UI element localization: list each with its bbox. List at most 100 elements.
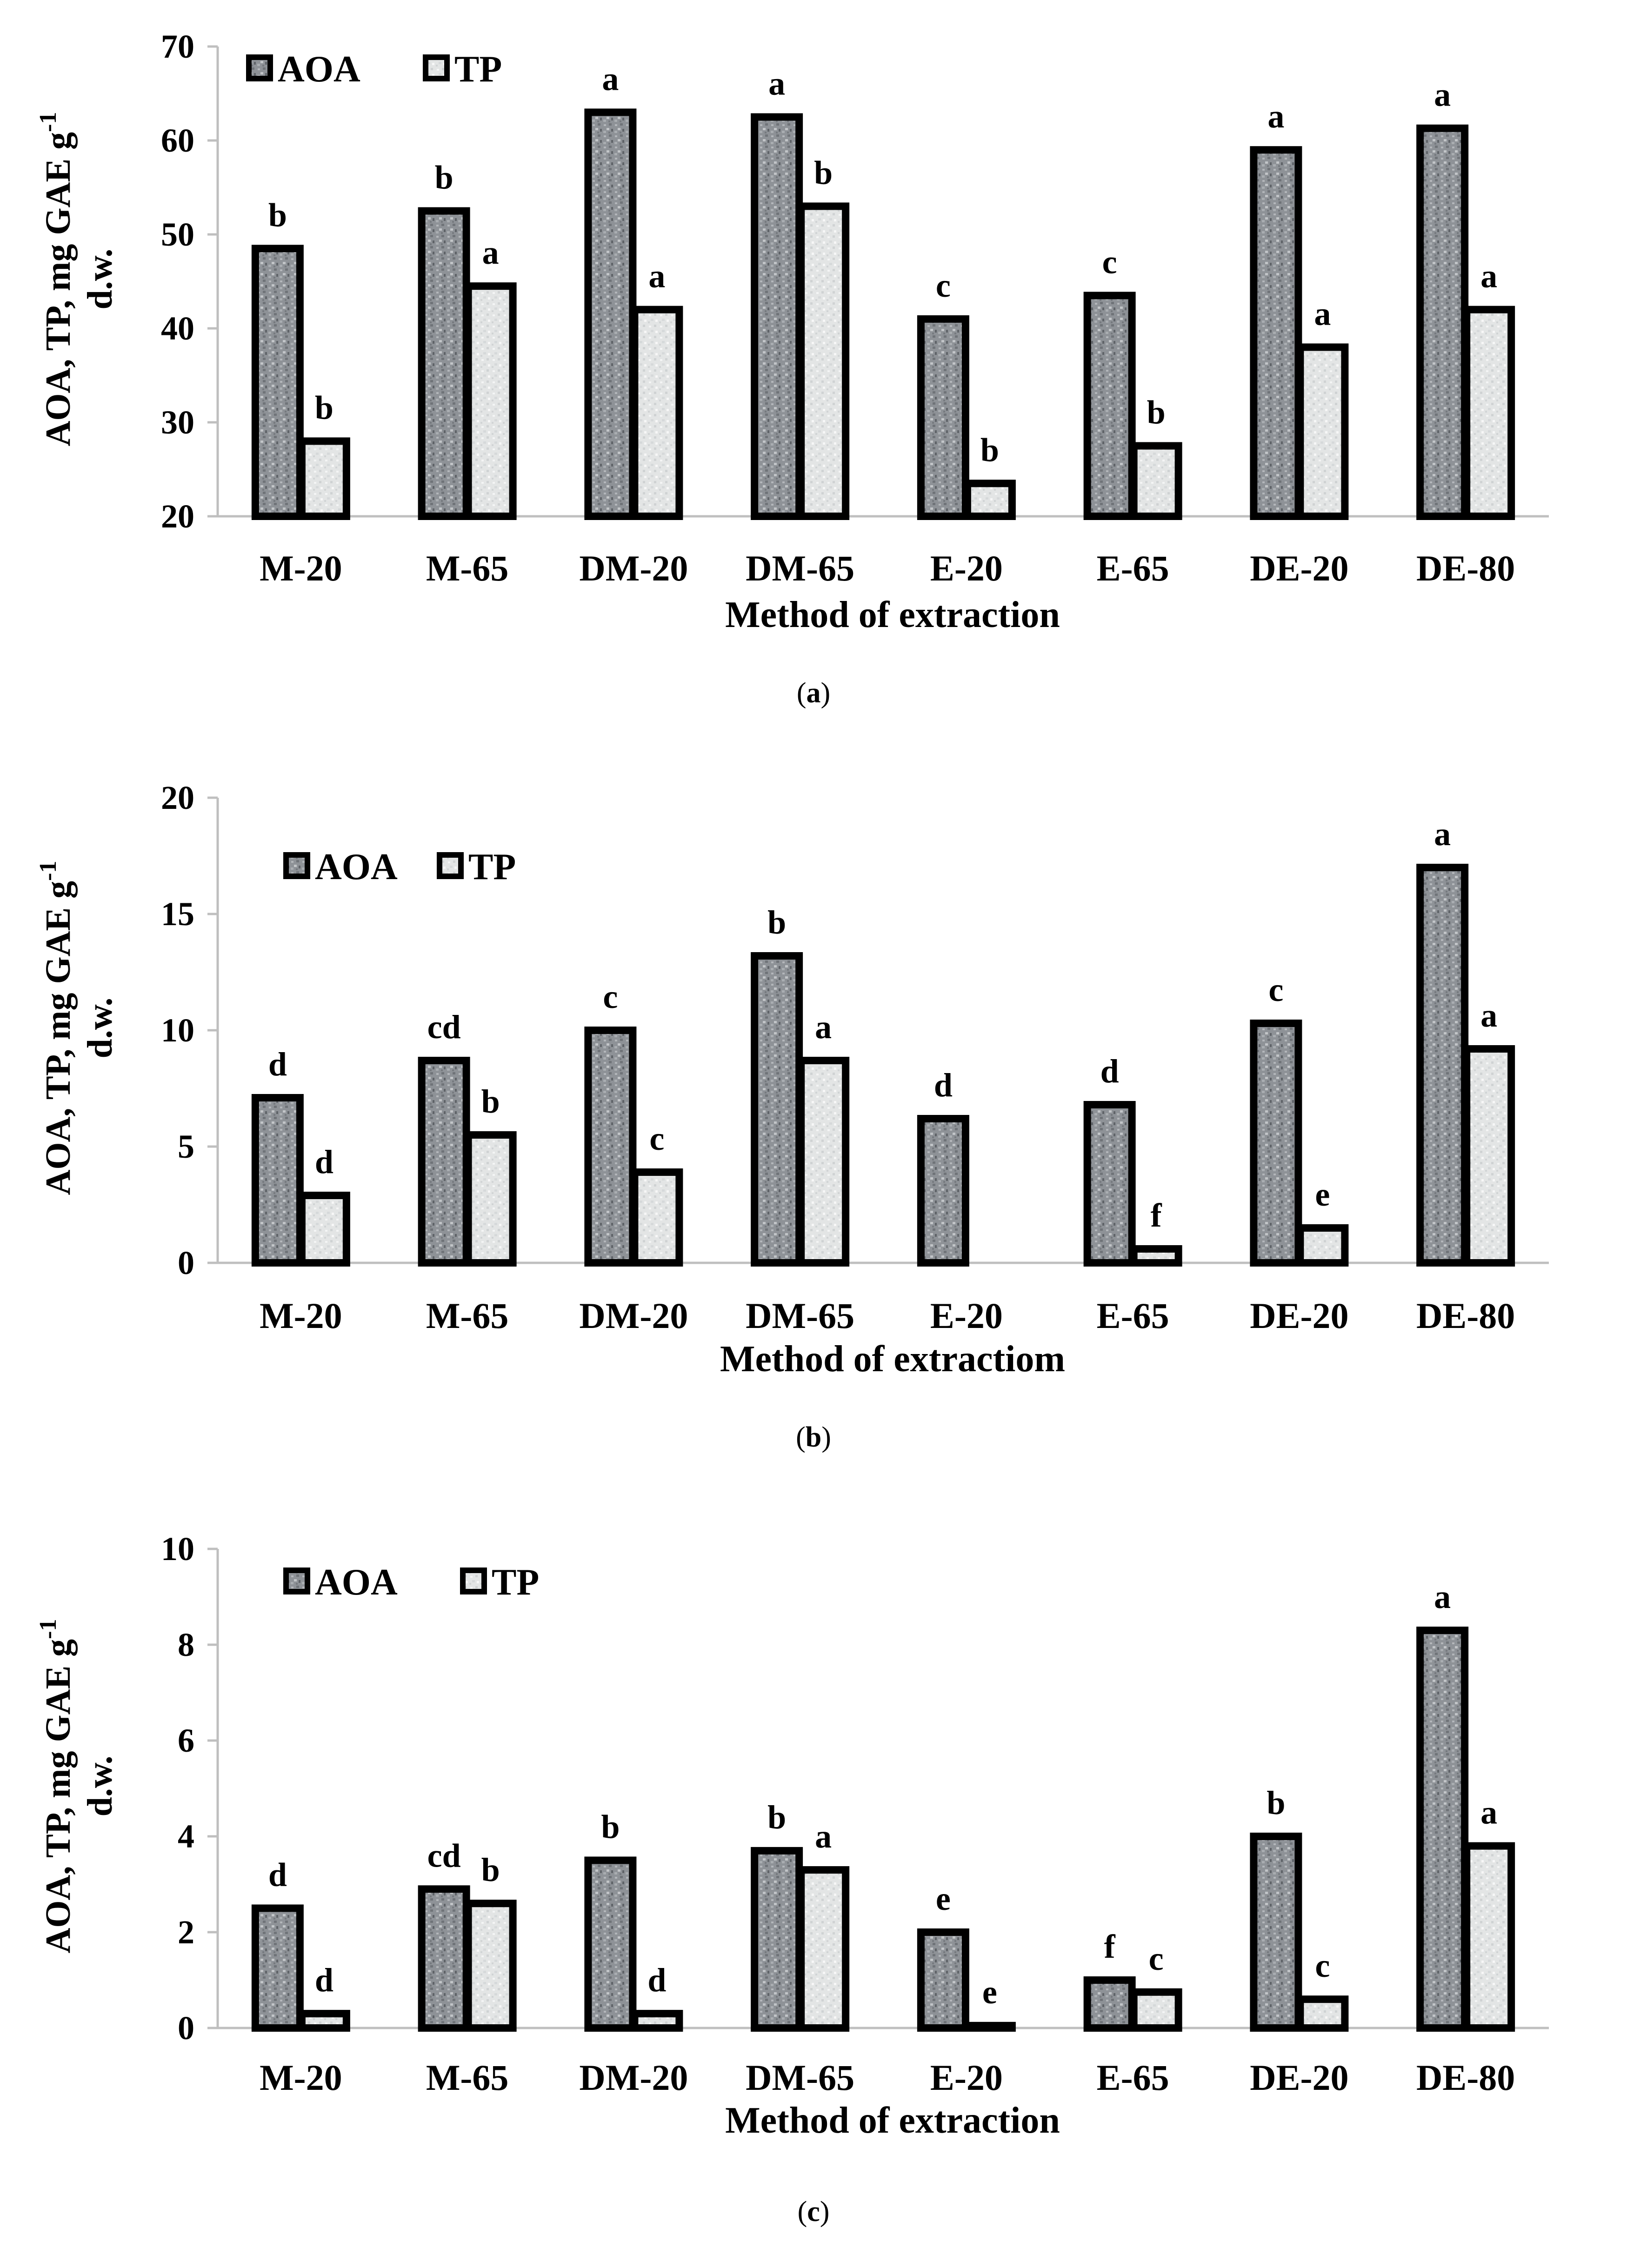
y-axis-label: AOA, TP, mg GAE g-1d.w. bbox=[35, 861, 120, 1195]
x-tick-label: DM-20 bbox=[579, 1295, 688, 1336]
significance-letter: a bbox=[1434, 76, 1451, 113]
significance-letter: c bbox=[1315, 1947, 1330, 1984]
x-tick-label: M-65 bbox=[426, 548, 509, 588]
significance-letter: a bbox=[648, 258, 665, 295]
significance-letter: e bbox=[1315, 1176, 1330, 1213]
bar-aoa-DE-80 bbox=[1416, 864, 1469, 1267]
bar-tp-M-65 bbox=[464, 282, 517, 520]
x-tick-label: DM-65 bbox=[746, 2057, 854, 2098]
y-tick-label: 0 bbox=[178, 2009, 194, 2047]
legend-swatch-aoa bbox=[283, 852, 310, 879]
panel-caption: (b) bbox=[796, 1421, 831, 1453]
bar-aoa-DE-80 bbox=[1416, 124, 1469, 520]
significance-letter: d bbox=[315, 1961, 333, 1999]
panel-caption: (c) bbox=[798, 2196, 830, 2228]
y-tick-label: 40 bbox=[161, 310, 194, 347]
y-axis-label: AOA, TP, mg GAE g-1d.w. bbox=[35, 1619, 120, 1954]
significance-letter: f bbox=[1104, 1928, 1116, 1965]
x-tick-label: E-20 bbox=[930, 2057, 1003, 2098]
y-tick-label: 20 bbox=[161, 498, 194, 535]
bar-aoa-E-20 bbox=[917, 1928, 969, 2032]
significance-letter: c bbox=[1102, 243, 1117, 280]
significance-letter: a bbox=[1480, 258, 1497, 295]
x-tick-label: M-20 bbox=[260, 1295, 342, 1336]
bar-tp-DM-65 bbox=[797, 1057, 850, 1267]
significance-letter: b bbox=[601, 1808, 620, 1846]
bar-aoa-DM-65 bbox=[751, 113, 803, 520]
bar-aoa-DM-20 bbox=[584, 1856, 637, 2032]
x-tick-label: DM-20 bbox=[579, 548, 688, 588]
bar-tp-E-20 bbox=[963, 2021, 1016, 2032]
bar-aoa-M-65 bbox=[418, 207, 470, 520]
bar-tp-E-65 bbox=[1130, 1988, 1182, 2032]
bar-tp-DM-20 bbox=[631, 306, 683, 520]
significance-letter: a bbox=[1480, 997, 1497, 1034]
y-tick-label: 0 bbox=[178, 1244, 194, 1281]
bar-tp-DE-80 bbox=[1463, 1842, 1515, 2032]
y-tick-label: 5 bbox=[178, 1128, 194, 1165]
x-tick-label: E-65 bbox=[1097, 548, 1169, 588]
y-tick-label: 60 bbox=[161, 122, 194, 159]
y-tick-label: 50 bbox=[161, 216, 194, 253]
significance-letter: a bbox=[768, 65, 785, 102]
y-tick-label: 10 bbox=[161, 1012, 194, 1049]
bar-tp-E-65 bbox=[1130, 442, 1182, 520]
y-tick-label: 10 bbox=[161, 1530, 194, 1568]
significance-letter: e bbox=[982, 1974, 997, 2011]
bar-aoa-DE-20 bbox=[1250, 146, 1302, 520]
significance-letter: c bbox=[1268, 971, 1283, 1008]
significance-letter: b bbox=[481, 1083, 500, 1120]
bar-aoa-E-20 bbox=[917, 315, 969, 520]
bar-tp-DE-20 bbox=[1296, 1224, 1349, 1267]
significance-letter: d bbox=[934, 1067, 953, 1104]
legend: AOA TP bbox=[283, 1562, 539, 1603]
significance-letter: a bbox=[1434, 815, 1451, 853]
x-axis-label: Method of extraction bbox=[725, 2100, 1060, 2141]
significance-letter: a bbox=[1267, 98, 1284, 135]
bar-tp-M-65 bbox=[464, 1131, 517, 1267]
bar-aoa-DM-20 bbox=[584, 1027, 637, 1267]
significance-letter: b bbox=[1267, 1784, 1285, 1821]
bar-aoa-E-65 bbox=[1083, 292, 1136, 520]
bar-tp-DM-65 bbox=[797, 1866, 850, 2032]
y-axis-label: AOA, TP, mg GAE g-1d.w. bbox=[35, 112, 120, 447]
x-axis-label: Method of extraction bbox=[725, 594, 1060, 635]
bar-tp-DE-20 bbox=[1296, 1995, 1349, 2032]
significance-letter: d bbox=[647, 1961, 666, 1999]
y-tick-label: 15 bbox=[161, 895, 194, 933]
y-tick-label: 30 bbox=[161, 404, 194, 441]
bar-aoa-M-20 bbox=[251, 1094, 304, 1267]
legend-label-tp: TP bbox=[468, 847, 516, 887]
significance-letter: cd bbox=[427, 1008, 461, 1046]
significance-letter: a bbox=[1434, 1578, 1451, 1615]
y-tick-label: 2 bbox=[178, 1914, 194, 1951]
legend-swatch-aoa bbox=[283, 1568, 310, 1594]
bar-aoa-DE-20 bbox=[1250, 1833, 1302, 2032]
significance-letter: d bbox=[315, 1143, 333, 1181]
significance-letter: c bbox=[649, 1120, 664, 1157]
bar-aoa-M-65 bbox=[418, 1057, 470, 1267]
bar-aoa-M-65 bbox=[418, 1885, 470, 2032]
bar-aoa-DE-80 bbox=[1416, 1627, 1469, 2032]
significance-letter: a bbox=[482, 234, 499, 271]
panel-caption: (a) bbox=[797, 677, 830, 709]
bar-tp-E-65 bbox=[1130, 1245, 1182, 1267]
significance-letter: a bbox=[815, 1818, 832, 1855]
significance-letter: d bbox=[268, 1046, 287, 1083]
x-tick-label: DE-20 bbox=[1250, 548, 1348, 588]
y-tick-label: 4 bbox=[178, 1818, 194, 1855]
significance-letter: a bbox=[602, 60, 619, 97]
bar-aoa-DE-20 bbox=[1250, 1020, 1302, 1267]
significance-letter: c bbox=[936, 267, 951, 304]
bar-aoa-E-65 bbox=[1083, 1101, 1136, 1267]
bar-aoa-M-20 bbox=[251, 245, 304, 520]
bar-tp-M-65 bbox=[464, 1900, 517, 2032]
significance-letter: a bbox=[1480, 1794, 1497, 1831]
significance-letter: a bbox=[1314, 295, 1331, 332]
significance-letter: b bbox=[814, 154, 833, 191]
bar-tp-DM-20 bbox=[631, 1168, 683, 1267]
legend-swatch-tp bbox=[437, 852, 464, 879]
legend-label-tp: TP bbox=[454, 49, 502, 90]
